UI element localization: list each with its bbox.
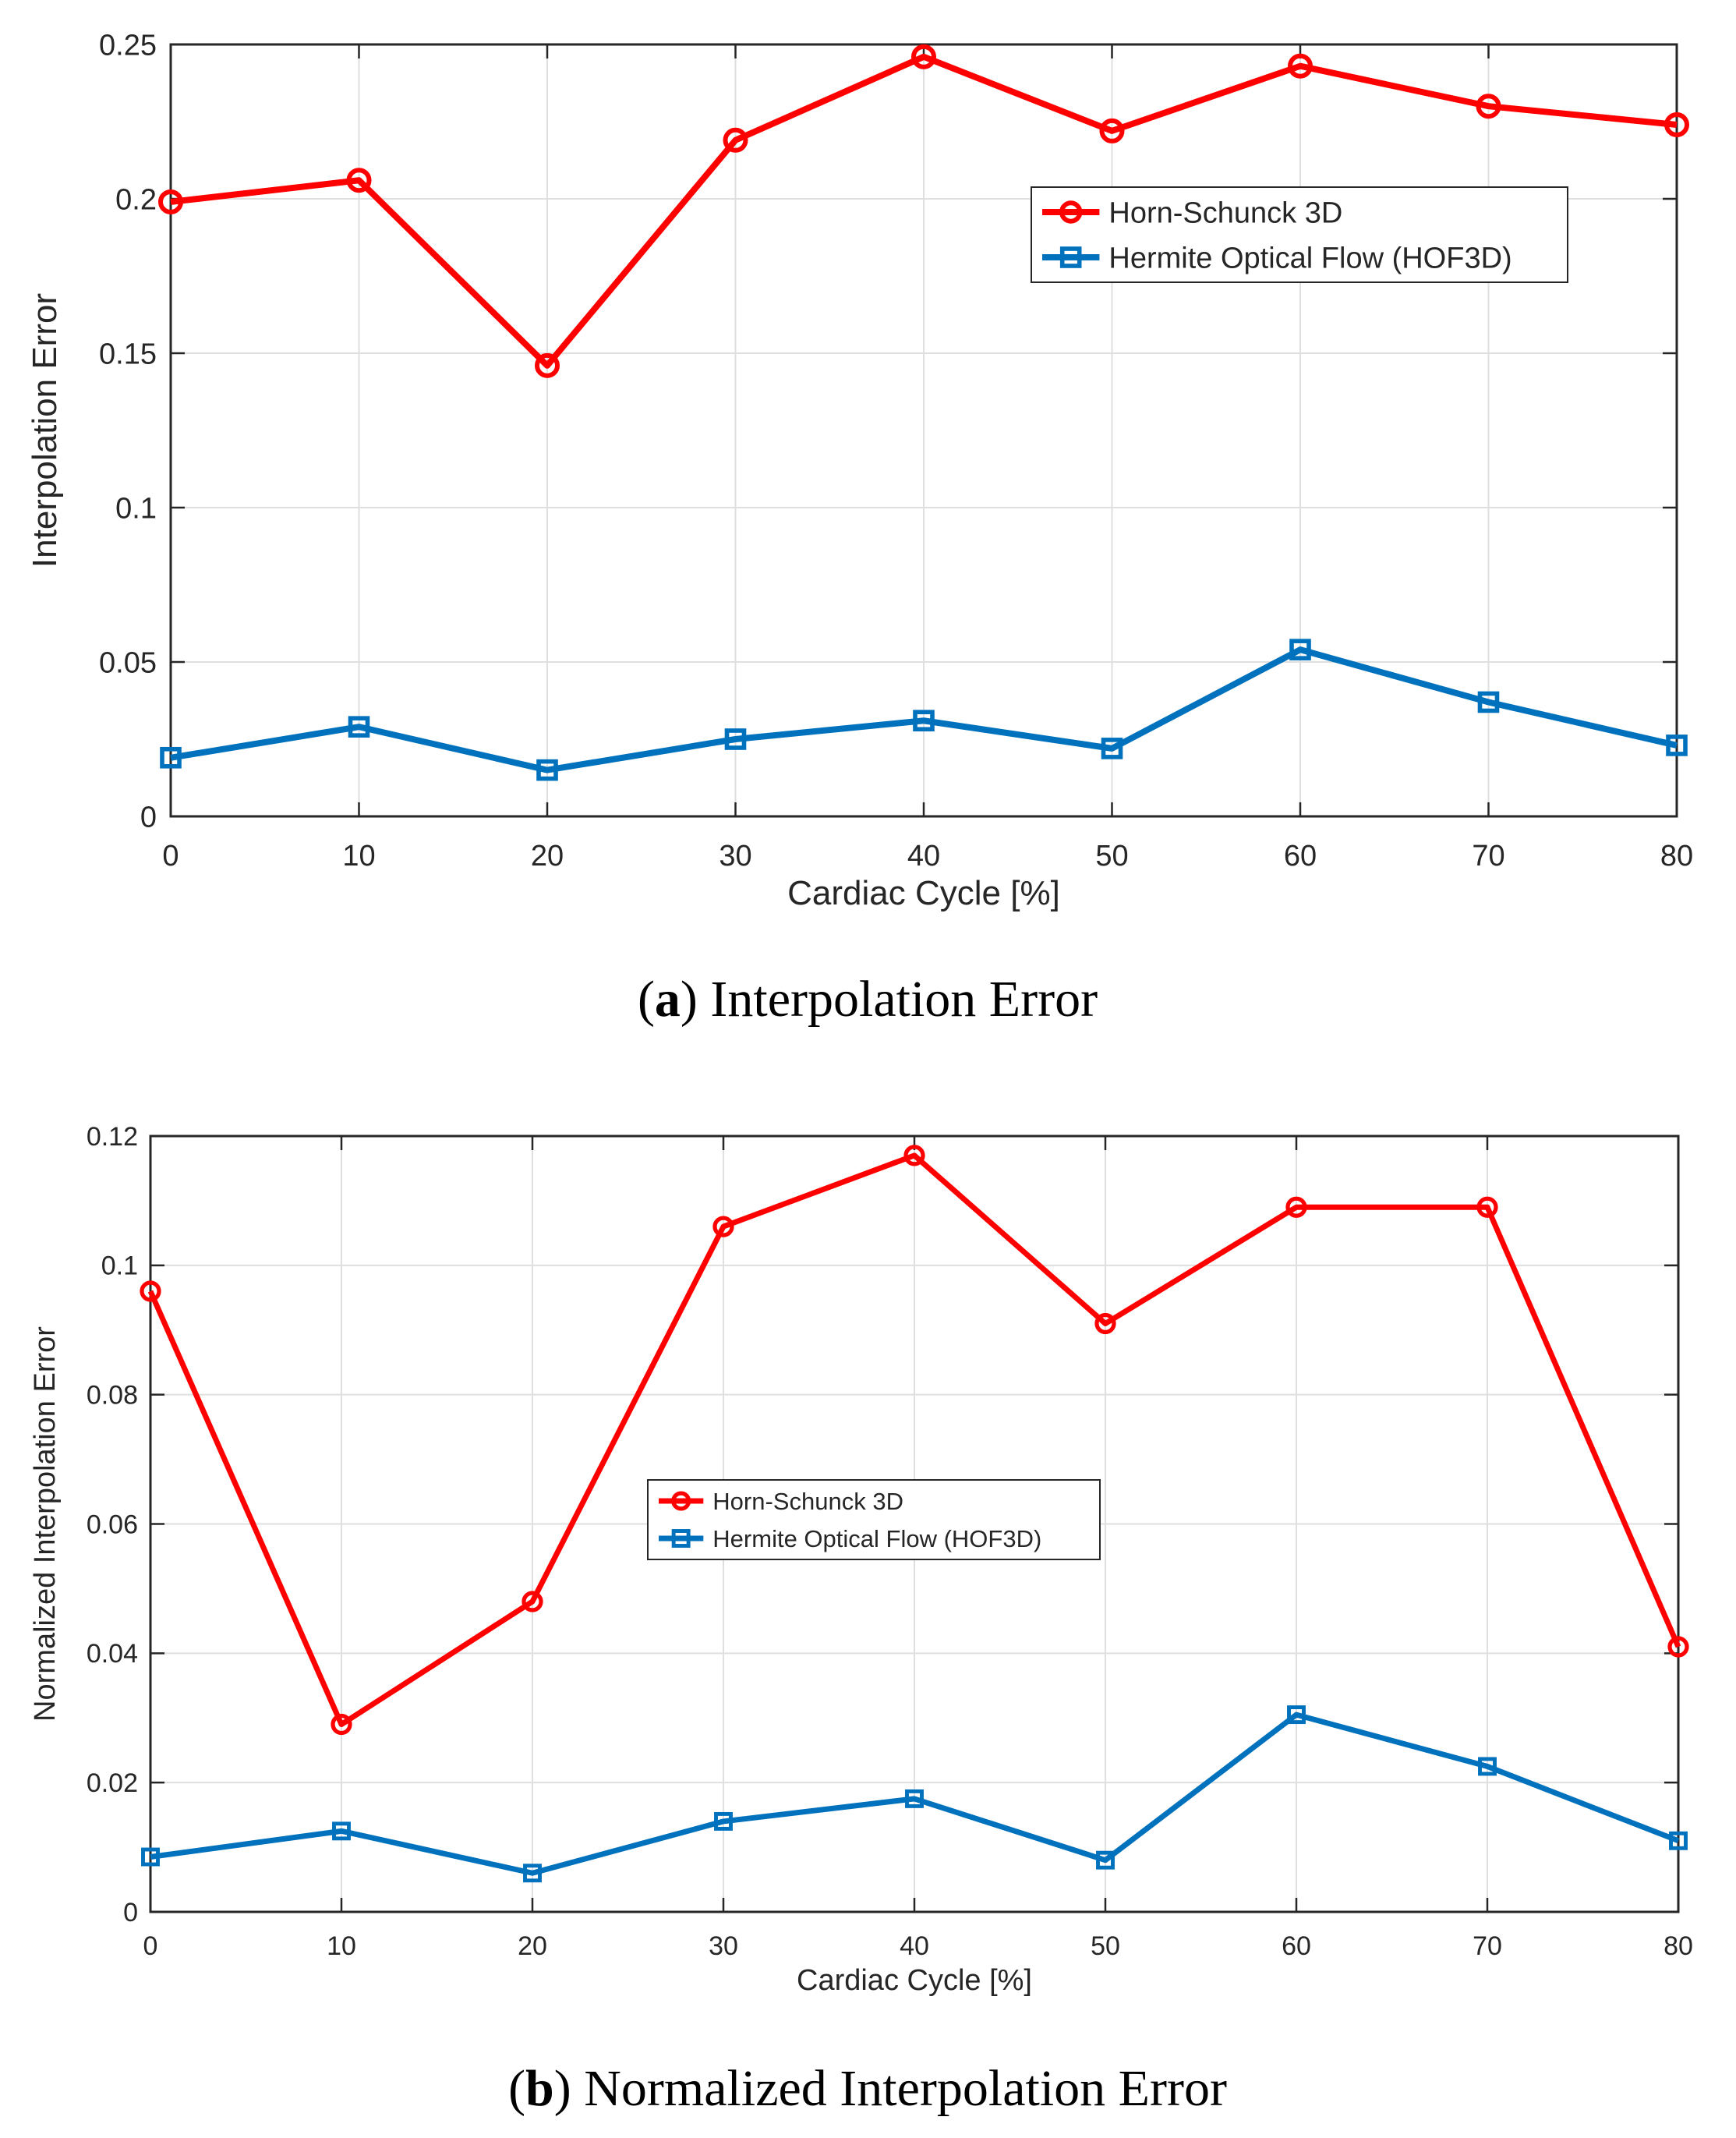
- chart-a-series-horn-schunck-point-5: [1099, 118, 1125, 143]
- chart-a-series-horn-schunck-point-6: [1288, 53, 1313, 79]
- chart-b-xtick-label-6: 60: [1282, 1931, 1311, 1961]
- chart-b-series-horn-schunck-point-2: [522, 1591, 543, 1612]
- chart-a-xtick-label-0: 0: [162, 840, 179, 873]
- chart-b-ytick-label-2: 0.04: [87, 1639, 138, 1669]
- chart-b-series-horn-schunck-point-1: [331, 1713, 352, 1736]
- chart-b-series-hof3d-point-7: [1478, 1757, 1497, 1776]
- chart-b-series-horn-schunck-point-8: [1667, 1636, 1689, 1658]
- chart-a-series-hof3d-point-5: [1101, 738, 1123, 759]
- chart-a-xtick-label-7: 70: [1472, 840, 1504, 873]
- chart-a-xtick-label-5: 50: [1095, 840, 1128, 873]
- chart-a-series-horn-schunck-point-0: [158, 189, 183, 214]
- chart-a-series-horn-schunck-point-7: [1476, 94, 1501, 119]
- chart-b-series-hof3d-point-6: [1287, 1705, 1306, 1725]
- chart-a-series-hof3d-point-0: [160, 746, 182, 769]
- chart-a-interpolation-error: 0 10 20 30 40 50 60 70 80 0 0.05 0.1 0.15 0.2 0.25 Card…: [26, 29, 1693, 912]
- chart-a-xlabel: Cardiac Cycle [%]: [787, 874, 1060, 912]
- chart-b-series-horn-schunck-point-4: [903, 1145, 925, 1166]
- chart-b-xtick-label-7: 70: [1473, 1931, 1502, 1961]
- chart-b-ylabel: Normalized Interpolation Error: [29, 1326, 62, 1722]
- chart-a-ylabel: Interpolation Error: [26, 293, 64, 568]
- chart-a-series-horn-schunck-point-8: [1664, 112, 1689, 137]
- chart-a-ytick-label-4: 0.2: [115, 183, 157, 216]
- caption-a-text: Interpolation Error: [710, 971, 1098, 1028]
- chart-a-series-hof3d-point-4: [913, 710, 935, 732]
- chart-a-xtick-label-8: 80: [1660, 840, 1693, 873]
- chart-b-series-horn-schunck-point-0: [140, 1280, 161, 1302]
- chart-a-xtick-label-3: 30: [719, 840, 751, 873]
- chart-a-legend-hof3d-label: Hermite Optical Flow (HOF3D): [1108, 242, 1511, 275]
- chart-a-series-hof3d-point-1: [348, 716, 370, 738]
- chart-b-xtick-label-5: 50: [1091, 1931, 1120, 1961]
- chart-b-series-hof3d-point-0: [141, 1847, 160, 1867]
- chart-b-ytick-label-4: 0.08: [87, 1381, 138, 1411]
- chart-a-legend-horn-schunck-marker: [1059, 200, 1083, 224]
- caption-b-text: Normalized Interpolation Error: [584, 2060, 1227, 2117]
- chart-a-legend-box: [1031, 186, 1568, 283]
- chart-b-ytick-label-5: 0.1: [101, 1251, 138, 1281]
- chart-b-xtick-label-2: 20: [518, 1931, 547, 1961]
- chart-b-series-hof3d-point-4: [905, 1789, 924, 1808]
- chart-a-series-hof3d-point-6: [1289, 639, 1311, 660]
- chart-b-xtick-label-0: 0: [143, 1931, 158, 1961]
- chart-a-ytick-label-2: 0.1: [115, 492, 157, 525]
- chart-b-legend-hof3d-marker: [671, 1529, 691, 1548]
- caption-b-paren-open: (: [508, 2060, 525, 2117]
- chart-a-series-hof3d-line: [170, 646, 1678, 773]
- chart-a-xtick-label-6: 60: [1284, 840, 1317, 873]
- chart-b-xtick-label-1: 10: [327, 1931, 356, 1961]
- chart-a-series-hof3d-point-8: [1666, 734, 1688, 756]
- chart-b-series-horn-schunck-point-5: [1094, 1312, 1116, 1335]
- chart-a-ytick-label-1: 0.05: [99, 646, 157, 679]
- chart-a-series-hof3d-point-3: [724, 728, 747, 750]
- chart-a-ytick-label-0: 0: [140, 801, 157, 834]
- chart-a-series-horn-schunck-point-4: [911, 44, 936, 69]
- caption-b: (b) Normalized Interpolation Error: [508, 2060, 1227, 2117]
- caption-a-paren-close: ): [681, 971, 710, 1028]
- chart-a-ytick-label-3: 0.15: [99, 338, 157, 370]
- caption-a: (a) Interpolation Error: [638, 971, 1098, 1028]
- chart-a-xtick-label-2: 20: [531, 840, 564, 873]
- chart-a-legend-horn-schunck-label: Horn-Schunck 3D: [1108, 197, 1342, 230]
- chart-b-series-horn-schunck-point-6: [1285, 1196, 1307, 1218]
- chart-b-series-horn-schunck-point-3: [712, 1216, 734, 1237]
- chart-a-series-horn-schunck-line: [170, 53, 1678, 369]
- chart-b-xlabel: Cardiac Cycle [%]: [797, 1964, 1032, 1997]
- chart-a-series-horn-schunck-point-2: [535, 352, 560, 378]
- chart-b-normalized-interpolation-error: 0 10 20 30 40 50 60 70 80 0 0.02 0.04 0.06 0.08 0.1 0.1…: [29, 1122, 1693, 1997]
- chart-b-ytick-label-6: 0.12: [87, 1122, 138, 1152]
- chart-a-series-hof3d-point-7: [1477, 691, 1500, 713]
- caption-a-paren-open: (: [638, 971, 655, 1028]
- chart-b-ytick-label-3: 0.06: [87, 1510, 138, 1539]
- chart-b-axes-box: [149, 1134, 1680, 1913]
- chart-b-legend-box: [647, 1479, 1101, 1560]
- chart-a-legend-hof3d-marker: [1059, 246, 1082, 268]
- chart-b-series-hof3d-line: [150, 1711, 1680, 1876]
- chart-b-series-hof3d-point-1: [332, 1821, 351, 1841]
- chart-a-series-horn-schunck-point-1: [346, 168, 372, 193]
- chart-b-series-horn-schunck-line: [147, 1152, 1681, 1728]
- chart-b-xtick-label-4: 40: [900, 1931, 929, 1961]
- chart-a-xtick-label-4: 40: [907, 840, 940, 873]
- chart-b-ytick-label-0: 0: [123, 1898, 138, 1927]
- chart-a-series-hof3d-point-2: [536, 759, 558, 781]
- chart-b-series-hof3d-point-5: [1096, 1850, 1115, 1870]
- chart-b-series-hof3d-point-2: [523, 1864, 542, 1883]
- chart-b-legend-horn-schunck-marker: [671, 1491, 691, 1511]
- chart-a-xtick-label-1: 10: [342, 840, 375, 873]
- chart-a-ytick-label-5: 0.25: [99, 29, 157, 62]
- caption-a-letter: a: [655, 971, 681, 1028]
- chart-b-series-hof3d-point-3: [714, 1811, 733, 1831]
- chart-b-xtick-label-3: 30: [709, 1931, 738, 1961]
- chart-b-xtick-label-8: 80: [1664, 1931, 1693, 1961]
- chart-b-series-hof3d-point-8: [1669, 1831, 1688, 1850]
- caption-b-paren-close: ): [554, 2060, 584, 2117]
- chart-a-series-horn-schunck-point-3: [723, 127, 748, 153]
- caption-b-letter: b: [525, 2060, 554, 2117]
- chart-b-ytick-label-1: 0.02: [87, 1768, 138, 1798]
- chart-b-legend-hof3d-label: Hermite Optical Flow (HOF3D): [712, 1525, 1041, 1552]
- chart-b-series-horn-schunck-point-7: [1476, 1196, 1498, 1218]
- chart-b-legend-horn-schunck-label: Horn-Schunck 3D: [712, 1488, 903, 1515]
